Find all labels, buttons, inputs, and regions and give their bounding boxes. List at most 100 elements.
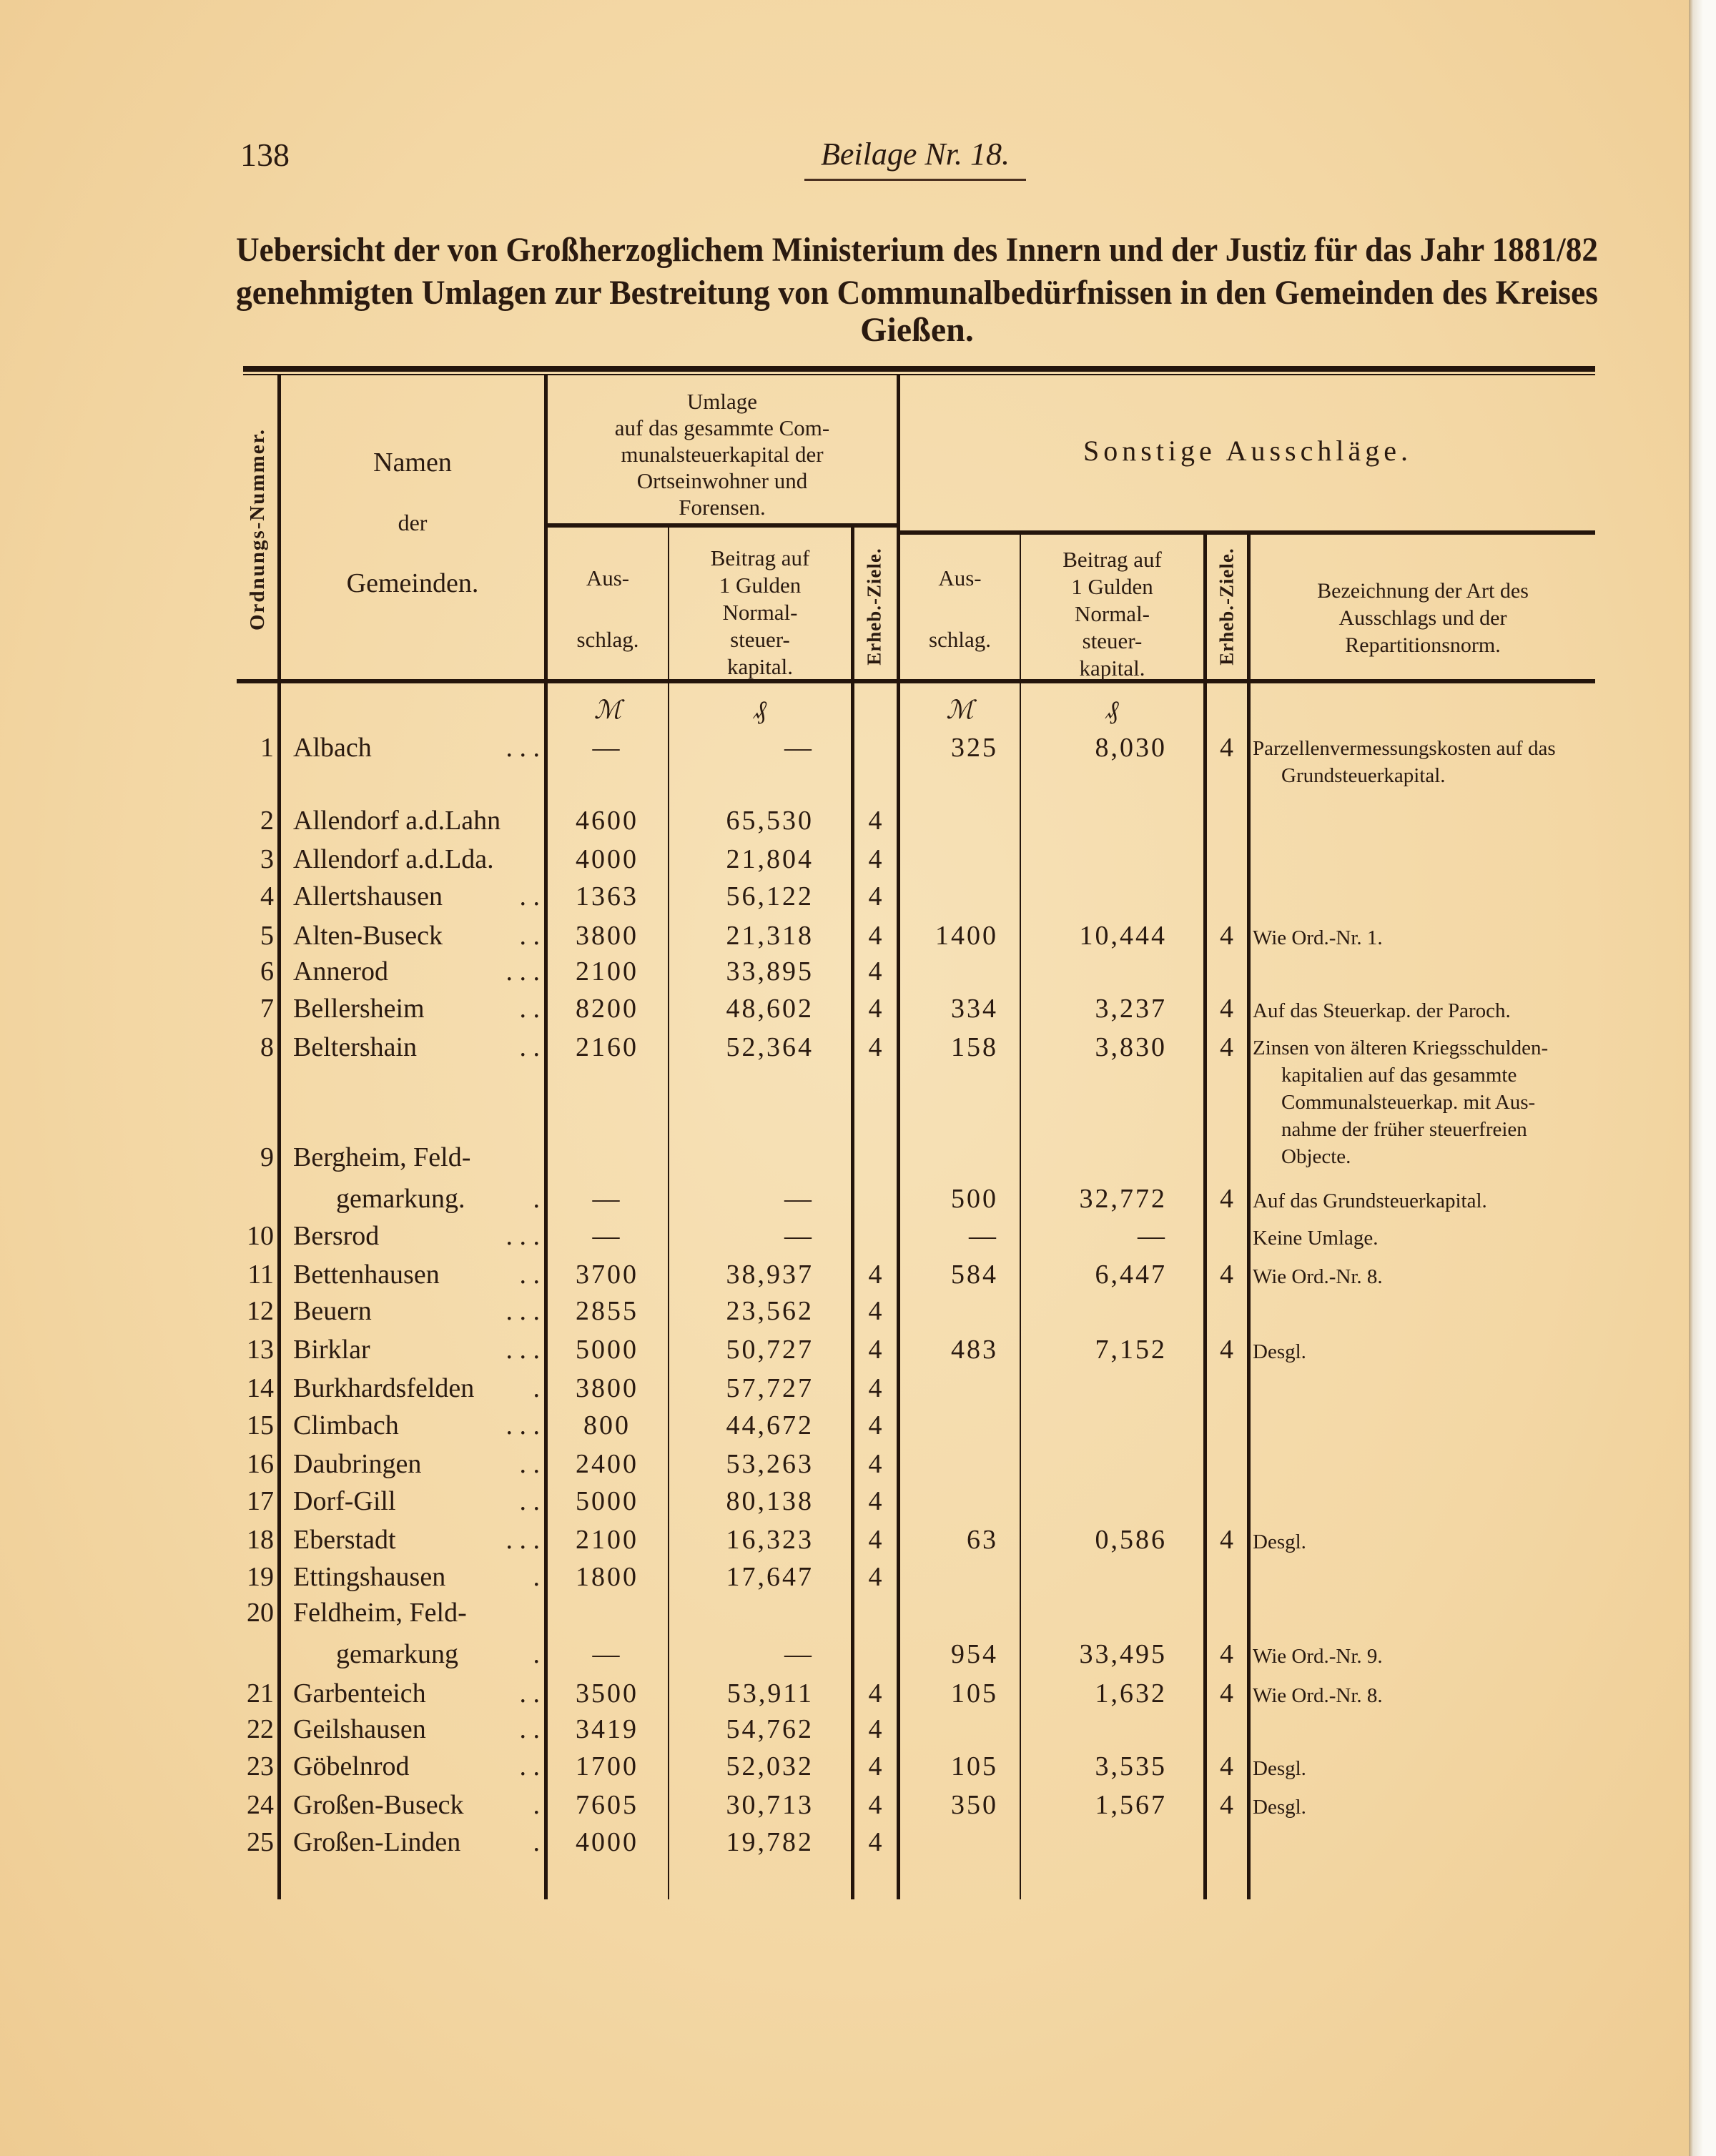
ordnungs-nummer: 20	[247, 1598, 274, 1628]
sonstige-erhebziele: 4	[1220, 1525, 1233, 1555]
header-beitrag-line: Normal-	[1074, 601, 1150, 626]
sonstige-erhebziele: 4	[1220, 1751, 1233, 1781]
gemeinde-name: Annerod . . .	[293, 951, 540, 992]
ordnungs-nummer: 1	[260, 733, 274, 763]
umlage-erhebziele: 4	[868, 1032, 882, 1062]
page-edge	[1689, 0, 1716, 2156]
dot-leader: .	[533, 1639, 541, 1669]
note-line: Parzellenvermessungskosten auf das	[1253, 737, 1556, 760]
header-umlage-line: munalsteuerkapital der	[621, 442, 824, 467]
dot-leader: . .	[519, 881, 541, 911]
name-line: Daubringen	[293, 1449, 422, 1479]
header-beitrag-line: Normal-	[722, 600, 798, 625]
top-rule-thin	[243, 374, 1595, 375]
umlage-beitrag: 44,672	[726, 1410, 814, 1440]
bezeichnung-note: Wie Ord.-Nr. 9.	[1253, 1643, 1594, 1670]
name-line: Garbenteich	[293, 1678, 426, 1709]
umlage-beitrag: 52,032	[726, 1751, 814, 1781]
note-line: Objecte.	[1281, 1145, 1351, 1168]
ordnungs-nummer: 17	[247, 1486, 274, 1516]
umlage-ausschlag: 3500	[576, 1678, 638, 1709]
header-beitrag-line: Beitrag auf	[1062, 547, 1162, 572]
bezeichnung-note: Zinsen von älteren Kriegsschulden-kapita…	[1253, 1034, 1594, 1170]
umlage-ausschlag: 1363	[576, 881, 638, 911]
header-namen: Namen	[373, 447, 452, 478]
bezeichnung-note: Desgl.	[1253, 1755, 1594, 1782]
name-line: Allendorf a.d.Lda.	[293, 844, 494, 874]
umlage-beitrag: 21,804	[726, 844, 814, 874]
note-line: Auf das Steuerkap. der Paroch.	[1253, 999, 1511, 1022]
header-ausschlag-2b: schlag.	[929, 627, 991, 652]
col-rule	[897, 375, 900, 1899]
ordnungs-nummer: 21	[247, 1678, 274, 1709]
unit-mark-2: ℳ	[946, 696, 974, 724]
title-line-2: genehmigten Umlagen zur Bestreitung von …	[236, 273, 1598, 313]
dot-leader: . . .	[506, 1221, 541, 1251]
gemeinde-name: Allertshausen . .	[293, 876, 540, 917]
umlage-ausschlag: 4600	[576, 806, 638, 836]
dot-leader: . . .	[506, 1335, 541, 1365]
name-line: Geilshausen	[293, 1714, 426, 1744]
umlage-ausschlag: 3800	[576, 1373, 638, 1403]
bezeichnung-note: Keine Umlage.	[1253, 1225, 1594, 1252]
umlage-beitrag: 21,318	[726, 921, 814, 951]
note-line: Wie Ord.-Nr. 1.	[1253, 926, 1383, 949]
gemeinde-name: Beltershain . .	[293, 1027, 540, 1068]
running-head-underline	[804, 179, 1026, 181]
sonstige-erhebziele: 4	[1220, 1639, 1233, 1669]
umlage-beitrag: 54,762	[726, 1714, 814, 1744]
name-line: gemarkung.	[336, 1184, 465, 1214]
sonstige-erhebziele: 4	[1220, 1184, 1233, 1214]
umlage-erhebziele: 4	[868, 1486, 882, 1516]
umlage-beitrag: —	[784, 1639, 814, 1669]
umlage-erhebziele: 4	[868, 1410, 882, 1440]
umlage-erhebziele: 4	[868, 1678, 882, 1709]
sonstige-ausschlag: 63	[967, 1525, 998, 1555]
ordnungs-nummer: 25	[247, 1827, 274, 1857]
umlage-beitrag: 80,138	[726, 1486, 814, 1516]
bezeichnung-note: Desgl.	[1253, 1794, 1594, 1821]
name-line: Annerod	[293, 956, 388, 986]
bezeichnung-note: Wie Ord.-Nr. 1.	[1253, 924, 1594, 951]
header-der: der	[398, 510, 428, 535]
bezeichnung-note: Desgl.	[1253, 1528, 1594, 1556]
umlage-erhebziele: 4	[868, 1562, 882, 1592]
header-erheb-2: Erheb.-Ziele.	[1205, 535, 1248, 678]
dot-leader: .	[533, 1562, 541, 1592]
ordnungs-nummer: 11	[247, 1260, 274, 1290]
name-line: Ettingshausen	[293, 1562, 446, 1592]
umlage-ausschlag: 2100	[576, 1525, 638, 1555]
header-beitrag-2: Beitrag auf 1 Gulden Normal-steuer-kapital…	[1021, 546, 1203, 682]
umlage-beitrag: 57,727	[726, 1373, 814, 1403]
name-line: Albach	[293, 733, 372, 763]
sonstige-erhebziele: 4	[1220, 921, 1233, 951]
sonstige-beitrag: 3,237	[1095, 994, 1167, 1024]
sonstige-ausschlag: —	[969, 1221, 998, 1251]
umlage-beitrag: 38,937	[726, 1260, 814, 1290]
sonstige-ausschlag: 584	[951, 1260, 998, 1290]
dot-leader: . . .	[506, 1410, 541, 1440]
header-ordnungs-text: Ordnungs-Nummer.	[246, 427, 270, 631]
name-line: Bettenhausen	[293, 1260, 440, 1290]
col-rule	[1247, 535, 1251, 1899]
umlage-ausschlag: 7605	[576, 1790, 638, 1820]
name-line: Alten-Buseck	[293, 921, 443, 951]
gemeinde-name: Geilshausen . .	[293, 1709, 540, 1750]
note-line: nahme der früher steuerfreien	[1281, 1118, 1527, 1141]
col-rule	[851, 528, 854, 1899]
header-bezeichnung-line: Bezeichnung der Art des	[1317, 579, 1529, 603]
bezeichnung-note: Wie Ord.-Nr. 8.	[1253, 1682, 1594, 1709]
note-line: Wie Ord.-Nr. 8.	[1253, 1265, 1383, 1288]
note-line: Wie Ord.-Nr. 9.	[1253, 1645, 1383, 1668]
umlage-beitrag: 19,782	[726, 1827, 814, 1857]
note-line: Auf das Grundsteuerkapital.	[1253, 1190, 1487, 1212]
header-erheb-text: Erheb.-Ziele.	[863, 547, 885, 666]
page-number: 138	[240, 137, 290, 173]
sonstige-ausschlag: 1400	[935, 921, 998, 951]
header-beitrag-line: 1 Gulden	[719, 573, 802, 598]
umlage-ausschlag: 3419	[576, 1714, 638, 1744]
name-line: Eberstadt	[293, 1525, 396, 1555]
title-line-3: Gießen.	[236, 310, 1598, 350]
umlage-beitrag: 65,530	[726, 806, 814, 836]
unit-pfennig-2: ₰	[1105, 696, 1119, 724]
